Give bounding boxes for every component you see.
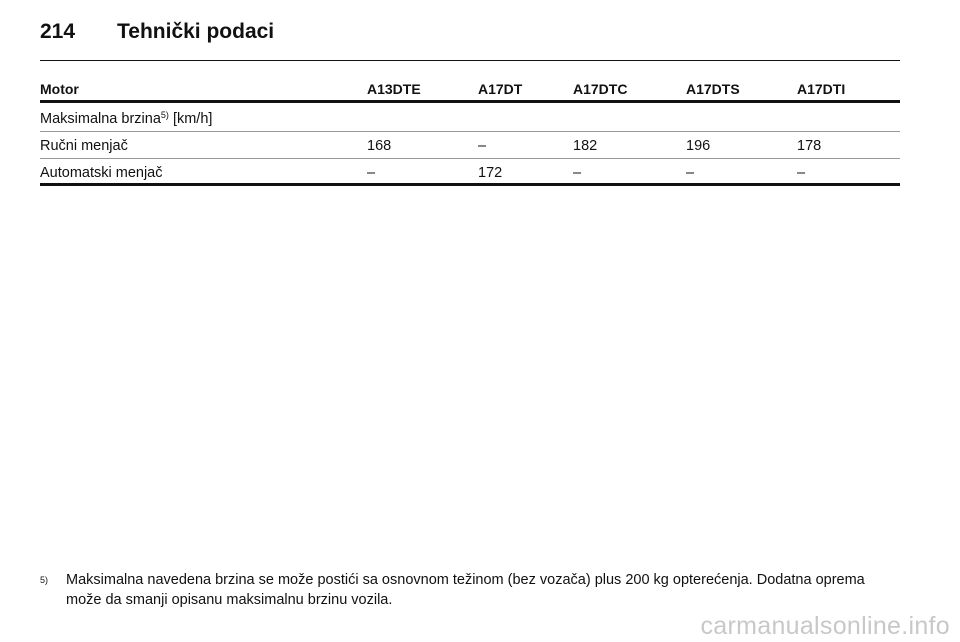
column-header: Motor (40, 81, 79, 97)
column-header: A17DT (478, 81, 523, 97)
column-header: A17DTS (686, 81, 740, 97)
page-title: Tehnički podaci (117, 20, 275, 43)
cell: – (367, 165, 376, 181)
footnote-ref: 5) (160, 110, 169, 120)
watermark: carmanualsonline.info (700, 612, 950, 640)
row-rule (40, 158, 900, 159)
footnote-marker: 5) (40, 575, 49, 585)
row-label: Ručni menjač (40, 138, 128, 154)
column-header: A17DTC (573, 81, 628, 97)
table-foot-rule (40, 183, 900, 186)
cell: – (478, 138, 487, 154)
cell: – (797, 165, 806, 181)
column-header: A13DTE (367, 81, 421, 97)
row-label: Automatski menjač (40, 165, 163, 181)
footnote-text: Maksimalna navedena brzina se može posti… (66, 572, 865, 608)
cell: 182 (573, 138, 598, 154)
cell: 168 (367, 138, 392, 154)
cell: 172 (478, 165, 503, 181)
header-rule (40, 60, 900, 61)
page-number: 214 (40, 20, 76, 43)
section-unit: [km/h] (172, 111, 213, 127)
column-header: A17DTI (797, 81, 846, 97)
section-row: Maksimalna brzina5) [km/h] (40, 110, 212, 127)
cell: – (686, 165, 695, 181)
cell: – (573, 165, 582, 181)
section-label: Maksimalna brzina (40, 111, 161, 127)
cell: 178 (797, 138, 822, 154)
row-rule (40, 131, 900, 132)
cell: 196 (686, 138, 711, 154)
table-head-rule (40, 100, 900, 103)
